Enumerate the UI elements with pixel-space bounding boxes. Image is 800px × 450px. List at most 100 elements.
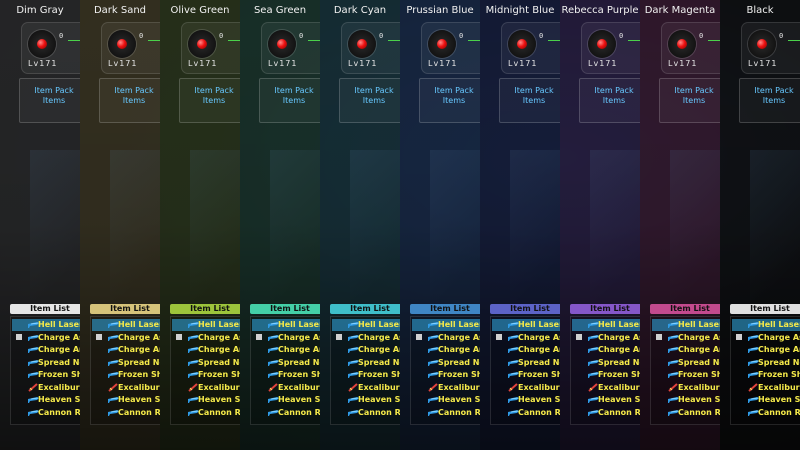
item-list-row[interactable]: Charge Arm: [652, 344, 720, 356]
item-pack-button[interactable]: Item Pack Items: [19, 78, 80, 123]
item-list-row[interactable]: Hell Laser -: [492, 319, 560, 331]
item-list-row[interactable]: Charge Ass: [412, 332, 480, 344]
item-list-row[interactable]: Cannon Ro: [332, 407, 400, 419]
item-list-row[interactable]: Heaven Str: [252, 394, 320, 406]
item-list-row[interactable]: Charge Ass: [492, 332, 560, 344]
item-list-row[interactable]: Spread Nee: [172, 357, 240, 369]
item-list-row[interactable]: Frozen Sho: [92, 369, 160, 381]
item-list-row[interactable]: Spread Nee: [652, 357, 720, 369]
item-list-row[interactable]: Hell Laser -: [332, 319, 400, 331]
red-orb-icon[interactable]: [357, 39, 367, 49]
item-list-row[interactable]: Excalibur: [252, 382, 320, 394]
red-orb-icon[interactable]: [517, 39, 527, 49]
item-list-row[interactable]: Spread Nee: [572, 357, 640, 369]
item-list-row[interactable]: Charge Arm: [492, 344, 560, 356]
item-list-row[interactable]: Charge Arm: [92, 344, 160, 356]
red-orb-icon[interactable]: [437, 39, 447, 49]
item-list-row[interactable]: Charge Ass: [732, 332, 800, 344]
item-list-row[interactable]: Charge Ass: [12, 332, 80, 344]
item-list-row[interactable]: Charge Arm: [252, 344, 320, 356]
red-orb-icon[interactable]: [37, 39, 47, 49]
item-pack-button[interactable]: Item Pack Items: [99, 78, 160, 123]
item-list-row[interactable]: Frozen Sho: [252, 369, 320, 381]
item-list-row[interactable]: Excalibur: [732, 382, 800, 394]
item-pack-button[interactable]: Item Pack Items: [339, 78, 400, 123]
item-list-row[interactable]: Charge Ass: [92, 332, 160, 344]
item-list-row[interactable]: Frozen Sho: [412, 369, 480, 381]
item-list-row[interactable]: Heaven Str: [172, 394, 240, 406]
item-list-row[interactable]: Excalibur: [652, 382, 720, 394]
item-list-row[interactable]: Hell Laser -: [172, 319, 240, 331]
item-list-row[interactable]: Charge Arm: [732, 344, 800, 356]
item-pack-button[interactable]: Item Pack Items: [739, 78, 800, 123]
item-list-row[interactable]: Heaven Str: [492, 394, 560, 406]
item-list-row[interactable]: Spread Nee: [732, 357, 800, 369]
item-pack-button[interactable]: Item Pack Items: [659, 78, 720, 123]
item-list-row[interactable]: Heaven Str: [412, 394, 480, 406]
item-pack-button[interactable]: Item Pack Items: [179, 78, 240, 123]
item-list-row[interactable]: Cannon Ro: [492, 407, 560, 419]
item-list-row[interactable]: Heaven Str: [92, 394, 160, 406]
item-list-row[interactable]: Heaven Str: [732, 394, 800, 406]
item-list-row[interactable]: Excalibur: [172, 382, 240, 394]
item-list-row[interactable]: Hell Laser -: [572, 319, 640, 331]
item-list-row[interactable]: Spread Nee: [332, 357, 400, 369]
item-list-row[interactable]: Charge Ass: [252, 332, 320, 344]
item-list-row[interactable]: Frozen Sho: [332, 369, 400, 381]
item-list-row[interactable]: Spread Nee: [412, 357, 480, 369]
item-list-row[interactable]: Excalibur: [92, 382, 160, 394]
item-list-row[interactable]: Cannon Ro: [732, 407, 800, 419]
item-list-row[interactable]: Charge Ass: [332, 332, 400, 344]
red-orb-icon[interactable]: [197, 39, 207, 49]
item-list-row[interactable]: Frozen Sho: [492, 369, 560, 381]
item-pack-button[interactable]: Item Pack Items: [579, 78, 640, 123]
red-orb-icon[interactable]: [117, 39, 127, 49]
item-list-row[interactable]: Excalibur: [572, 382, 640, 394]
item-list-row[interactable]: Charge Arm: [412, 344, 480, 356]
item-list-row[interactable]: Frozen Sho: [732, 369, 800, 381]
item-list-row[interactable]: Excalibur: [332, 382, 400, 394]
item-list-row[interactable]: Cannon Ro: [652, 407, 720, 419]
item-list-row[interactable]: Hell Laser -: [12, 319, 80, 331]
item-list-row[interactable]: Heaven Str: [12, 394, 80, 406]
item-list-row[interactable]: Hell Laser -: [92, 319, 160, 331]
item-list-row[interactable]: Spread Nee: [252, 357, 320, 369]
item-pack-button[interactable]: Item Pack Items: [259, 78, 320, 123]
red-orb-icon[interactable]: [277, 39, 287, 49]
red-orb-icon[interactable]: [677, 39, 687, 49]
red-orb-icon[interactable]: [757, 39, 767, 49]
item-list-row[interactable]: Heaven Str: [332, 394, 400, 406]
item-pack-button[interactable]: Item Pack Items: [419, 78, 480, 123]
item-list-row[interactable]: Excalibur: [12, 382, 80, 394]
item-list-row[interactable]: Hell Laser -: [252, 319, 320, 331]
red-orb-icon[interactable]: [597, 39, 607, 49]
item-list-row[interactable]: Cannon Ro: [412, 407, 480, 419]
item-list-row[interactable]: Heaven Str: [572, 394, 640, 406]
item-list-row[interactable]: Hell Laser -: [732, 319, 800, 331]
item-list-row[interactable]: Cannon Ro: [12, 407, 80, 419]
item-pack-button[interactable]: Item Pack Items: [499, 78, 560, 123]
item-list-row[interactable]: Spread Nee: [92, 357, 160, 369]
item-list-row[interactable]: Cannon Ro: [572, 407, 640, 419]
item-list-row[interactable]: Hell Laser -: [412, 319, 480, 331]
item-list-row[interactable]: Frozen Sho: [12, 369, 80, 381]
item-list-row[interactable]: Cannon Ro: [172, 407, 240, 419]
item-list-row[interactable]: Charge Arm: [12, 344, 80, 356]
item-list-row[interactable]: Excalibur: [492, 382, 560, 394]
item-list-row[interactable]: Charge Arm: [572, 344, 640, 356]
item-list-row[interactable]: Hell Laser -: [652, 319, 720, 331]
item-list-row[interactable]: Spread Nee: [12, 357, 80, 369]
item-list-row[interactable]: Charge Arm: [172, 344, 240, 356]
item-list-row[interactable]: Charge Ass: [652, 332, 720, 344]
item-list-row[interactable]: Excalibur: [412, 382, 480, 394]
item-list-row[interactable]: Charge Arm: [332, 344, 400, 356]
item-list-row[interactable]: Cannon Ro: [92, 407, 160, 419]
item-list-row[interactable]: Heaven Str: [652, 394, 720, 406]
item-list-row[interactable]: Frozen Sho: [172, 369, 240, 381]
item-list-row[interactable]: Spread Nee: [492, 357, 560, 369]
item-list-row[interactable]: Charge Ass: [572, 332, 640, 344]
item-list-row[interactable]: Cannon Ro: [252, 407, 320, 419]
item-list-row[interactable]: Frozen Sho: [652, 369, 720, 381]
item-list-row[interactable]: Frozen Sho: [572, 369, 640, 381]
item-list-row[interactable]: Charge Ass: [172, 332, 240, 344]
